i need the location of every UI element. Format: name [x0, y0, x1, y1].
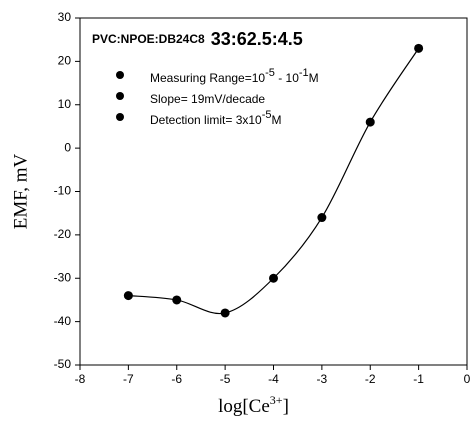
x-tick-label: 0	[464, 372, 471, 386]
x-tick-label: -6	[171, 372, 182, 386]
text-part: Slope= 19mV/decade	[150, 92, 265, 106]
text-part: ]	[283, 396, 289, 417]
text-part: 3+	[270, 393, 283, 407]
text-part: M	[272, 113, 282, 127]
annotation: Slope= 19mV/decade	[150, 92, 265, 106]
text-part: Detection limit= 3x10	[150, 113, 262, 127]
y-tick-label: 20	[58, 54, 72, 68]
x-tick-label: -4	[268, 372, 279, 386]
data-point	[220, 308, 230, 318]
data-point	[172, 295, 182, 305]
text-part: -5	[262, 109, 272, 121]
annotation: Measuring Range=10-5 - 10-1M	[150, 67, 319, 85]
y-tick-label: -30	[54, 270, 72, 284]
y-tick-label: -20	[54, 227, 72, 241]
data-point	[123, 291, 133, 301]
data-point	[317, 213, 327, 223]
bullet	[116, 71, 124, 79]
x-tick-label: -3	[317, 372, 328, 386]
y-tick-label: -40	[54, 314, 72, 328]
bullet	[116, 92, 124, 100]
text-part: -5	[265, 67, 275, 79]
title-ratio: 33:62.5:4.5	[211, 29, 303, 49]
text-part: -1	[299, 67, 309, 79]
y-tick-label: 0	[64, 140, 71, 154]
bullet	[116, 113, 124, 121]
chart-title: PVC:NPOE:DB24C8 33:62.5:4.5	[92, 29, 303, 49]
data-point	[365, 117, 375, 127]
y-tick-label: -50	[54, 357, 72, 371]
x-tick-label: -2	[365, 372, 376, 386]
y-tick-label: 10	[58, 97, 72, 111]
y-axis-label: EMF, mV	[10, 153, 31, 229]
annotation: Detection limit= 3x10-5M	[150, 109, 282, 127]
data-point	[414, 43, 424, 53]
x-tick-label: -5	[220, 372, 231, 386]
x-tick-label: -1	[413, 372, 424, 386]
y-tick-label: 30	[58, 10, 72, 24]
y-tick-label: -10	[54, 184, 72, 198]
x-tick-label: -8	[75, 372, 86, 386]
x-tick-label: -7	[123, 372, 134, 386]
text-part: - 10	[275, 71, 299, 85]
title-main: PVC:NPOE:DB24C8	[92, 32, 205, 46]
text-part: log[Ce	[218, 396, 270, 417]
x-axis-label: log[Ce3+]	[218, 393, 289, 418]
text-part: M	[309, 71, 319, 85]
text-part: Measuring Range=10	[150, 71, 265, 85]
data-point	[269, 273, 278, 283]
